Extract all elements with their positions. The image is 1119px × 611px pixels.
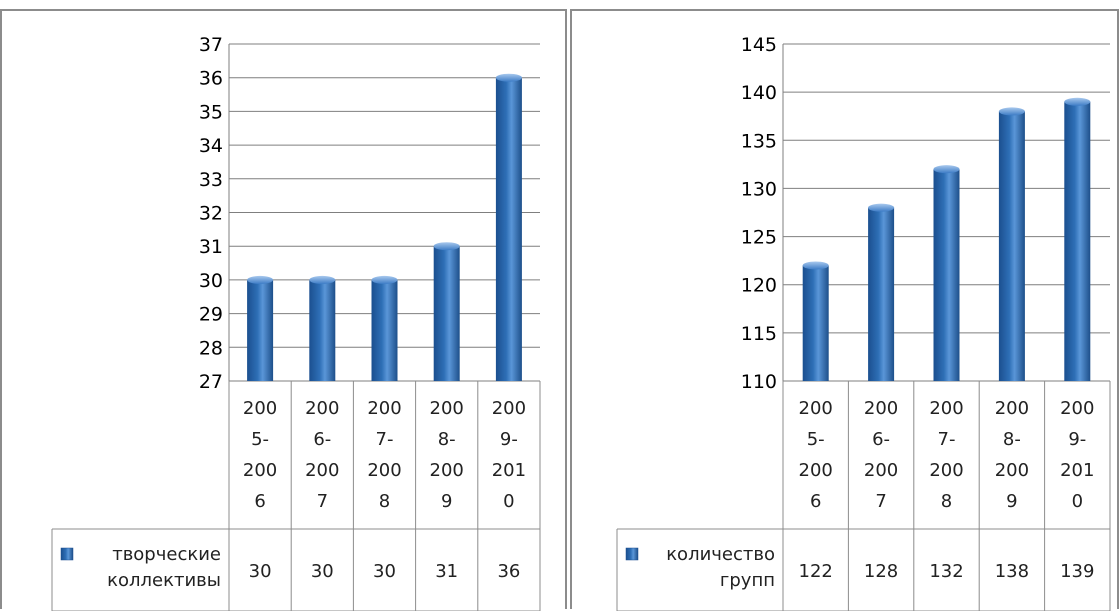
category-label: 0 bbox=[1072, 491, 1083, 512]
chart-left: 27 28 29 30 31 32 33 34 35 36 37 200 5- 200 6 200 6- 200 7… bbox=[51, 34, 541, 611]
bar bbox=[998, 111, 1025, 382]
legend-key bbox=[60, 547, 74, 561]
bar-cap bbox=[371, 275, 398, 284]
bar-cap bbox=[933, 165, 960, 174]
bar-cap bbox=[802, 261, 829, 270]
series-name: творческие bbox=[112, 544, 221, 565]
data-label: 138 bbox=[995, 561, 1029, 582]
series-name: коллективы bbox=[107, 570, 221, 591]
data-label: 30 bbox=[373, 561, 396, 582]
y-tick-label: 35 bbox=[199, 101, 223, 123]
data-label: 132 bbox=[929, 561, 963, 582]
category-label: 6 bbox=[254, 491, 265, 512]
y-tick-label: 135 bbox=[741, 130, 777, 152]
category-label: 8- bbox=[1003, 429, 1021, 450]
bar-cap bbox=[309, 275, 336, 284]
legend-key bbox=[625, 547, 639, 561]
series-name: количество bbox=[666, 544, 775, 565]
bar bbox=[868, 207, 895, 381]
category-label: 6- bbox=[313, 429, 331, 450]
y-tick-label: 125 bbox=[741, 227, 777, 249]
data-label: 30 bbox=[311, 561, 334, 582]
y-tick-label: 31 bbox=[199, 236, 223, 258]
category-label: 200 bbox=[305, 398, 339, 419]
bar bbox=[247, 279, 274, 381]
category-label: 200 bbox=[995, 398, 1029, 419]
chart-right: 110 115 120 125 130 135 140 145 200 5- 200 6 200 6- 20… bbox=[616, 34, 1111, 611]
data-label: 122 bbox=[799, 561, 833, 582]
data-label: 31 bbox=[435, 561, 458, 582]
y-tick-label: 27 bbox=[199, 371, 223, 393]
category-label: 9 bbox=[441, 491, 452, 512]
y-tick-label: 33 bbox=[199, 169, 223, 191]
data-label: 30 bbox=[249, 561, 272, 582]
data-label: 128 bbox=[864, 561, 898, 582]
data-label: 139 bbox=[1060, 561, 1094, 582]
category-label: 200 bbox=[864, 460, 898, 481]
category-label: 7 bbox=[317, 491, 328, 512]
category-label: 200 bbox=[1060, 398, 1094, 419]
y-tick-label: 32 bbox=[199, 203, 223, 225]
bar-cap bbox=[998, 107, 1025, 116]
category-label: 8 bbox=[941, 491, 952, 512]
bar bbox=[371, 279, 398, 381]
series-name: групп bbox=[720, 570, 775, 591]
bar bbox=[495, 77, 522, 381]
category-label: 200 bbox=[367, 398, 401, 419]
y-tick-label: 36 bbox=[199, 68, 223, 90]
y-tick-label: 130 bbox=[741, 178, 777, 200]
category-label: 200 bbox=[799, 460, 833, 481]
category-label: 200 bbox=[243, 398, 277, 419]
category-label: 200 bbox=[929, 460, 963, 481]
category-label: 7- bbox=[376, 429, 394, 450]
category-label: 6- bbox=[872, 429, 890, 450]
category-label: 200 bbox=[929, 398, 963, 419]
y-tick-label: 34 bbox=[199, 135, 223, 157]
bar bbox=[802, 265, 829, 381]
y-tick-label: 140 bbox=[741, 82, 777, 104]
category-label: 200 bbox=[430, 460, 464, 481]
category-label: 9- bbox=[500, 429, 518, 450]
category-label: 7 bbox=[875, 491, 886, 512]
bar-cap bbox=[495, 73, 522, 82]
category-label: 200 bbox=[243, 460, 277, 481]
category-label: 5- bbox=[807, 429, 825, 450]
bar-cap bbox=[868, 203, 895, 212]
y-tick-label: 120 bbox=[741, 275, 777, 297]
category-label: 200 bbox=[995, 460, 1029, 481]
bar bbox=[933, 169, 960, 381]
chart-panel-right: 110 115 120 125 130 135 140 145 200 5- 200 6 200 6- 20… bbox=[570, 9, 1119, 611]
bar-cap bbox=[433, 242, 460, 251]
category-label: 8 bbox=[379, 491, 390, 512]
category-label: 200 bbox=[799, 398, 833, 419]
category-label: 201 bbox=[1060, 460, 1094, 481]
data-label: 36 bbox=[497, 561, 520, 582]
category-label: 200 bbox=[305, 460, 339, 481]
category-label: 200 bbox=[864, 398, 898, 419]
y-tick-label: 28 bbox=[199, 337, 223, 359]
y-tick-label: 110 bbox=[741, 371, 777, 393]
category-label: 200 bbox=[367, 460, 401, 481]
category-label: 9- bbox=[1068, 429, 1086, 450]
bar bbox=[309, 279, 336, 381]
category-label: 200 bbox=[492, 398, 526, 419]
bar bbox=[433, 246, 460, 381]
category-label: 7- bbox=[938, 429, 956, 450]
category-label: 201 bbox=[492, 460, 526, 481]
category-label: 0 bbox=[503, 491, 514, 512]
category-label: 9 bbox=[1006, 491, 1017, 512]
bar-cap bbox=[1064, 97, 1091, 106]
category-label: 5- bbox=[251, 429, 269, 450]
y-tick-label: 115 bbox=[741, 323, 777, 345]
category-label: 200 bbox=[430, 398, 464, 419]
bar-cap bbox=[247, 275, 274, 284]
bar bbox=[1064, 101, 1091, 382]
category-label: 6 bbox=[810, 491, 821, 512]
y-tick-label: 30 bbox=[199, 270, 223, 292]
chart-panel-left: 27 28 29 30 31 32 33 34 35 36 37 200 5- 200 6 200 6- 200 7… bbox=[0, 9, 567, 611]
y-tick-label: 145 bbox=[741, 34, 777, 56]
category-label: 8- bbox=[438, 429, 456, 450]
y-tick-label: 37 bbox=[199, 34, 223, 56]
y-tick-label: 29 bbox=[199, 304, 223, 326]
